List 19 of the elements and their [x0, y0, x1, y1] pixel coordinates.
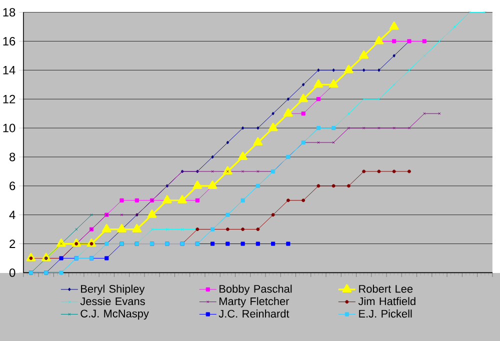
- y-tick-label: 2: [10, 240, 16, 248]
- y-tick-label: 0: [9, 268, 16, 277]
- y-tick-label: 14: [3, 66, 16, 74]
- legend-label: Jim Hatfield: [358, 297, 416, 306]
- y-tick-label: 8: [10, 152, 16, 162]
- legend-label: E.J. Pickell: [359, 310, 412, 318]
- y-tick-label: 10: [3, 124, 16, 132]
- legend-label: Bobby Paschal: [220, 284, 292, 295]
- legend-label: Beryl Shipley: [81, 284, 145, 295]
- legend-label: Robert Lee: [359, 284, 413, 293]
- legend-label: Marty Fletcher: [220, 297, 290, 308]
- y-tick-label: 6: [10, 182, 16, 190]
- legend-label: C.J. McNaspy: [80, 310, 149, 320]
- y-tick-label: 16: [3, 37, 16, 46]
- y-tick-label: 12: [3, 94, 16, 104]
- y-tick-label: 18: [3, 8, 16, 17]
- y-tick-label: 4: [9, 210, 16, 219]
- legend-label: Jessie Evans: [80, 297, 145, 306]
- legend-label: J.C. Reinhardt: [218, 310, 290, 318]
